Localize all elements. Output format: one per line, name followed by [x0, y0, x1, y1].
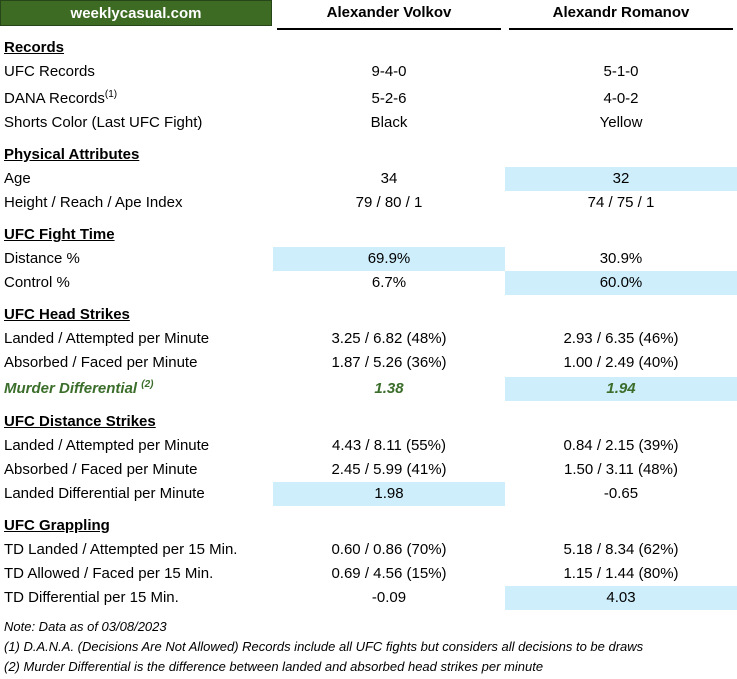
row-label: Control %: [4, 274, 70, 291]
section-fight-time: UFC Fight Time: [0, 223, 737, 247]
row-label: Murder Differential (2): [4, 379, 154, 398]
section-title: UFC Distance Strikes: [4, 413, 156, 430]
header-underline-b: [509, 28, 733, 30]
section-distance-strikes: UFC Distance Strikes: [0, 410, 737, 434]
row-distance-absorbed: Absorbed / Faced per Minute 2.45 / 5.99 …: [0, 458, 737, 482]
row-label: Distance %: [4, 250, 80, 267]
section-title: Records: [4, 39, 65, 56]
fighter-a-value: 0.60 / 0.86 (70%): [331, 541, 447, 558]
fighter-b-value: 4-0-2: [603, 90, 639, 107]
row-distance-pct: Distance % 69.9% 30.9%: [0, 247, 737, 271]
row-label: Landed / Attempted per Minute: [4, 330, 210, 347]
row-label: Height / Reach / Ape Index: [4, 194, 183, 211]
fighter-b-value: 0.84 / 2.15 (39%): [563, 437, 679, 454]
section-physical: Physical Attributes: [0, 143, 737, 167]
brand-banner[interactable]: weeklycasual.com: [0, 0, 272, 26]
row-head-absorbed: Absorbed / Faced per Minute 1.87 / 5.26 …: [0, 351, 737, 375]
row-label: Absorbed / Faced per Minute: [4, 354, 198, 371]
fighter-b-value: 30.9%: [599, 250, 643, 267]
fighter-b-value: 4.03: [505, 586, 737, 610]
row-label: TD Allowed / Faced per 15 Min.: [4, 565, 214, 582]
fighter-b-value: 2.93 / 6.35 (46%): [563, 330, 679, 347]
fighter-a-value: 34: [380, 170, 398, 187]
row-td-landed: TD Landed / Attempted per 15 Min. 0.60 /…: [0, 538, 737, 562]
section-grappling: UFC Grappling: [0, 514, 737, 538]
fighter-a-value: 79 / 80 / 1: [355, 194, 423, 211]
fighter-a-value: 1.38: [374, 380, 404, 397]
row-label: Landed / Attempted per Minute: [4, 437, 210, 454]
row-height-reach: Height / Reach / Ape Index 79 / 80 / 1 7…: [0, 191, 737, 215]
row-head-landed: Landed / Attempted per Minute 3.25 / 6.8…: [0, 327, 737, 351]
fighter-a-value: Black: [370, 114, 408, 131]
section-title: UFC Head Strikes: [4, 306, 130, 323]
row-label: TD Landed / Attempted per 15 Min.: [4, 541, 238, 558]
fighter-a-value: -0.09: [371, 589, 407, 606]
section-records: Records: [0, 36, 737, 60]
fighter-a-value: 2.45 / 5.99 (41%): [331, 461, 447, 478]
fighter-a-value: 6.7%: [371, 274, 407, 291]
fighter-a-value: 3.25 / 6.82 (48%): [331, 330, 447, 347]
fighter-b-value: 60.0%: [505, 271, 737, 295]
fighter-b-value: -0.65: [603, 485, 639, 502]
row-age: Age 34 32: [0, 167, 737, 191]
row-landed-differential: Landed Differential per Minute 1.98 -0.6…: [0, 482, 737, 506]
fighter-b-value: 5-1-0: [603, 63, 639, 80]
fighter-a-value: 1.98: [273, 482, 505, 506]
fighter-a-value: 0.69 / 4.56 (15%): [331, 565, 447, 582]
fighter-b-value: 1.94: [505, 377, 737, 401]
footnote-ref: (2): [141, 379, 154, 390]
row-label: Landed Differential per Minute: [4, 485, 205, 502]
fighter-a-value: 5-2-6: [371, 90, 407, 107]
row-murder-differential: Murder Differential (2) 1.38 1.94: [0, 377, 737, 401]
footnote-ref: (1): [104, 89, 118, 100]
fighter-b-value: Yellow: [599, 114, 643, 131]
row-label: Age: [4, 170, 31, 187]
note-date: Note: Data as of 03/08/2023: [4, 619, 167, 634]
fighter-b-value: 74 / 75 / 1: [587, 194, 655, 211]
row-label: TD Differential per 15 Min.: [4, 589, 179, 606]
row-control-pct: Control % 6.7% 60.0%: [0, 271, 737, 295]
row-distance-landed: Landed / Attempted per Minute 4.43 / 8.1…: [0, 434, 737, 458]
fighter-b-value: 32: [505, 167, 737, 191]
row-label: UFC Records: [4, 63, 95, 80]
fighter-a-value: 69.9%: [273, 247, 505, 271]
fighter-b-value: 1.15 / 1.44 (80%): [563, 565, 679, 582]
footnote-1: (1) D.A.N.A. (Decisions Are Not Allowed)…: [4, 639, 644, 654]
footnote-2: (2) Murder Differential is the differenc…: [4, 659, 544, 674]
fighter-b-name: Alexandr Romanov: [552, 4, 690, 21]
section-title: Physical Attributes: [4, 146, 140, 163]
fighter-b-value: 5.18 / 8.34 (62%): [563, 541, 679, 558]
fighter-a-name: Alexander Volkov: [326, 4, 452, 21]
fighter-a-value: 4.43 / 8.11 (55%): [332, 437, 446, 454]
fighter-b-value: 1.00 / 2.49 (40%): [563, 354, 679, 371]
row-label: Shorts Color (Last UFC Fight): [4, 114, 203, 131]
section-head-strikes: UFC Head Strikes: [0, 303, 737, 327]
row-td-differential: TD Differential per 15 Min. -0.09 4.03: [0, 586, 737, 610]
row-td-allowed: TD Allowed / Faced per 15 Min. 0.69 / 4.…: [0, 562, 737, 586]
row-label: DANA Records(1): [4, 89, 118, 108]
row-ufc-records: UFC Records 9-4-0 5-1-0: [0, 60, 737, 84]
fighter-b-value: 1.50 / 3.11 (48%): [564, 461, 678, 478]
section-title: UFC Fight Time: [4, 226, 115, 243]
section-title: UFC Grappling: [4, 517, 110, 534]
row-shorts-color: Shorts Color (Last UFC Fight) Black Yell…: [0, 111, 737, 135]
header-underline-a: [277, 28, 501, 30]
row-dana-records: DANA Records(1) 5-2-6 4-0-2: [0, 87, 737, 111]
fighter-a-value: 9-4-0: [371, 63, 407, 80]
fighter-a-value: 1.87 / 5.26 (36%): [331, 354, 447, 371]
row-label: Absorbed / Faced per Minute: [4, 461, 198, 478]
